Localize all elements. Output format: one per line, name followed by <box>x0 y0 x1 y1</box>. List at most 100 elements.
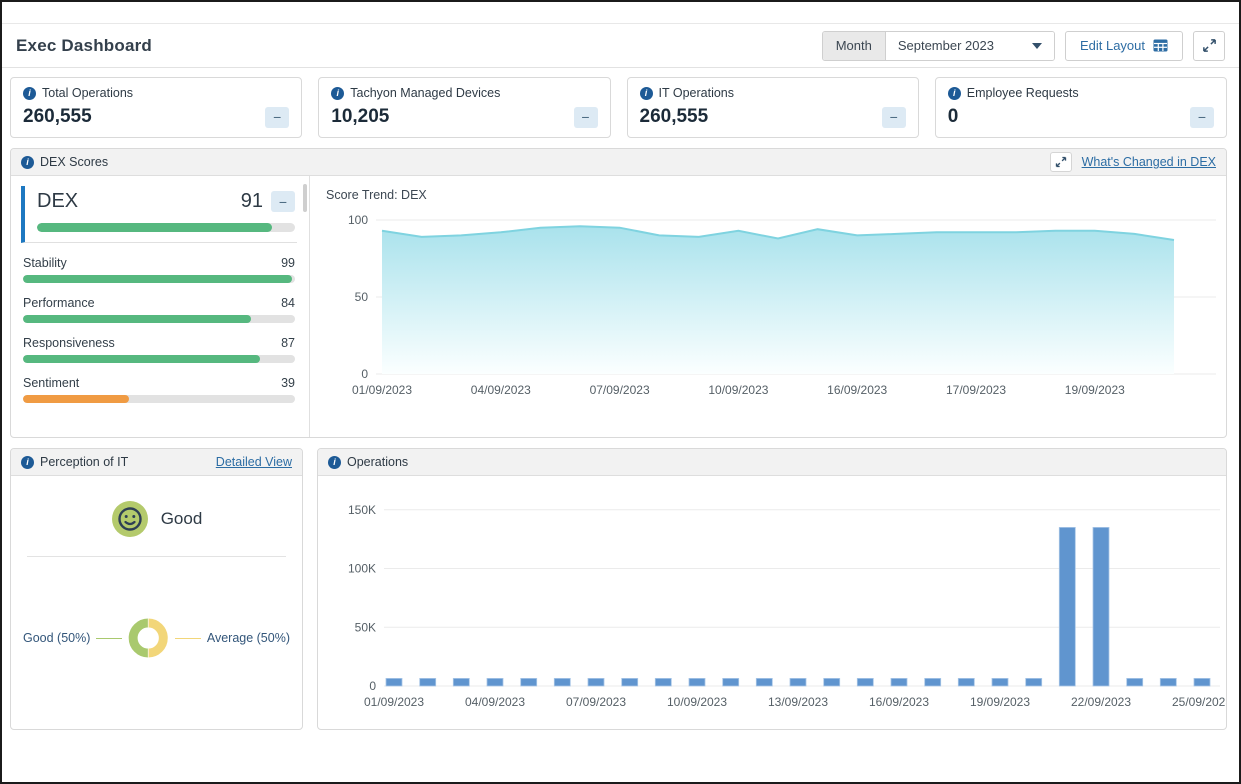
expand-icon <box>1055 156 1067 168</box>
operations-bar[interactable] <box>386 678 402 686</box>
info-icon[interactable]: i <box>21 456 34 469</box>
operations-bar[interactable] <box>790 678 806 686</box>
dex-subscore-row[interactable]: Sentiment 39 <box>23 367 295 407</box>
dex-subscore-row[interactable]: Responsiveness87 <box>23 327 295 367</box>
page-title: Exec Dashboard <box>16 36 152 56</box>
subscore-progress-track <box>23 275 295 283</box>
x-axis-tick: 16/09/2023 <box>869 695 929 709</box>
info-icon[interactable]: i <box>23 87 36 100</box>
svg-text:0: 0 <box>369 679 376 693</box>
leader-line <box>175 638 201 639</box>
info-icon[interactable]: i <box>331 87 344 100</box>
operations-bar[interactable] <box>487 678 503 686</box>
dex-main-value: 91 <box>241 190 263 213</box>
perception-body: Good Good (50%) Average (50%) <box>11 476 302 729</box>
info-icon[interactable]: i <box>21 156 34 169</box>
info-icon[interactable]: i <box>328 456 341 469</box>
kpi-value: 0 <box>948 106 959 128</box>
donut-slice-average[interactable] <box>149 623 164 653</box>
kpi-label: Tachyon Managed Devices <box>350 86 500 100</box>
kpi-card: iTotal Operations260,555− <box>10 77 302 138</box>
kpi-card: iTachyon Managed Devices10,205− <box>318 77 610 138</box>
dex-main-progress-fill <box>37 223 272 232</box>
operations-bar[interactable] <box>521 678 537 686</box>
dex-expand-button[interactable] <box>1050 152 1072 172</box>
operations-bar[interactable] <box>891 678 907 686</box>
x-axis-tick: 01/09/2023 <box>352 383 412 397</box>
smiley-icon <box>111 500 149 538</box>
x-axis-tick: 01/09/2023 <box>364 695 424 709</box>
subscore-value: 39 <box>281 376 295 390</box>
operations-bar[interactable] <box>420 678 436 686</box>
svg-text:50K: 50K <box>355 620 376 634</box>
trend-chart-title: Score Trend: DEX <box>326 188 1212 202</box>
mood-indicator: Good <box>23 486 290 556</box>
operations-bar[interactable] <box>1127 678 1143 686</box>
operations-bar[interactable] <box>1093 527 1109 686</box>
subscore-progress-fill <box>23 275 292 283</box>
svg-text:100K: 100K <box>348 562 376 576</box>
fullscreen-button[interactable] <box>1193 31 1225 61</box>
kpi-collapse-button[interactable]: − <box>574 107 598 128</box>
dex-main-score-card[interactable]: DEX 91 − <box>21 186 297 243</box>
operations-bar[interactable] <box>723 678 739 686</box>
detailed-view-link[interactable]: Detailed View <box>216 455 292 469</box>
dex-subscore-row[interactable]: Performance 84 <box>23 287 295 327</box>
operations-bar[interactable] <box>1160 678 1176 686</box>
operations-chart-area: 150K100K50K001/09/202304/09/202307/09/20… <box>318 476 1226 729</box>
operations-bar[interactable] <box>756 678 772 686</box>
operations-panel-title: Operations <box>347 455 408 469</box>
whats-changed-link[interactable]: What's Changed in DEX <box>1082 155 1216 169</box>
x-axis-tick: 10/09/2023 <box>708 383 768 397</box>
subscore-label: Sentiment <box>23 376 79 390</box>
svg-text:50: 50 <box>355 290 369 304</box>
operations-bar[interactable] <box>622 678 638 686</box>
svg-text:150K: 150K <box>348 503 376 517</box>
period-type-label[interactable]: Month <box>823 32 886 60</box>
operations-bar[interactable] <box>824 678 840 686</box>
operations-bar[interactable] <box>554 678 570 686</box>
operations-bar[interactable] <box>1059 527 1075 686</box>
x-axis-tick: 04/09/2023 <box>471 383 531 397</box>
operations-bar[interactable] <box>453 678 469 686</box>
kpi-collapse-button[interactable]: − <box>882 107 906 128</box>
perception-panel-header: i Perception of IT Detailed View <box>11 449 302 476</box>
dex-subscore-row[interactable]: Stability99 <box>23 247 295 287</box>
operations-bar[interactable] <box>689 678 705 686</box>
perception-panel: i Perception of IT Detailed View <box>10 448 303 730</box>
operations-bar[interactable] <box>588 678 604 686</box>
subscore-label: Performance <box>23 296 95 310</box>
info-icon[interactable]: i <box>640 87 653 100</box>
dex-body: DEX 91 − Stability99 Performance 84 Respons… <box>11 176 1226 437</box>
subscore-value: 84 <box>281 296 295 310</box>
bottom-row: i Perception of IT Detailed View <box>10 448 1227 730</box>
subscore-value: 87 <box>281 336 295 350</box>
operations-bar[interactable] <box>1194 678 1210 686</box>
x-axis-tick: 19/09/2023 <box>1065 383 1125 397</box>
operations-bar[interactable] <box>925 678 941 686</box>
kpi-collapse-button[interactable]: − <box>1190 107 1214 128</box>
edit-layout-button[interactable]: Edit Layout <box>1065 31 1183 61</box>
kpi-card: iIT Operations260,555− <box>627 77 919 138</box>
info-icon[interactable]: i <box>948 87 961 100</box>
subscore-progress-track <box>23 315 295 323</box>
x-axis-tick: 19/09/2023 <box>970 695 1030 709</box>
x-axis-tick: 16/09/2023 <box>827 383 887 397</box>
dex-collapse-button[interactable]: − <box>271 191 295 212</box>
period-select[interactable]: September 2023 <box>886 32 1054 60</box>
operations-bar[interactable] <box>1026 678 1042 686</box>
kpi-value: 260,555 <box>640 106 709 128</box>
operations-bar[interactable] <box>992 678 1008 686</box>
dex-subscores: Stability99 Performance 84 Responsiveness87… <box>21 243 297 407</box>
kpi-collapse-button[interactable]: − <box>265 107 289 128</box>
x-axis-tick: 04/09/2023 <box>465 695 525 709</box>
operations-bar[interactable] <box>958 678 974 686</box>
period-picker: Month September 2023 <box>822 31 1055 61</box>
operations-bar[interactable] <box>655 678 671 686</box>
operations-bar[interactable] <box>857 678 873 686</box>
subscore-label: Stability <box>23 256 67 270</box>
dex-list-scrollbar[interactable] <box>303 184 307 212</box>
dex-main-label: DEX <box>37 190 78 213</box>
perception-donut-area: Good (50%) Average (50%) <box>23 557 290 719</box>
donut-slice-good[interactable] <box>134 623 149 653</box>
